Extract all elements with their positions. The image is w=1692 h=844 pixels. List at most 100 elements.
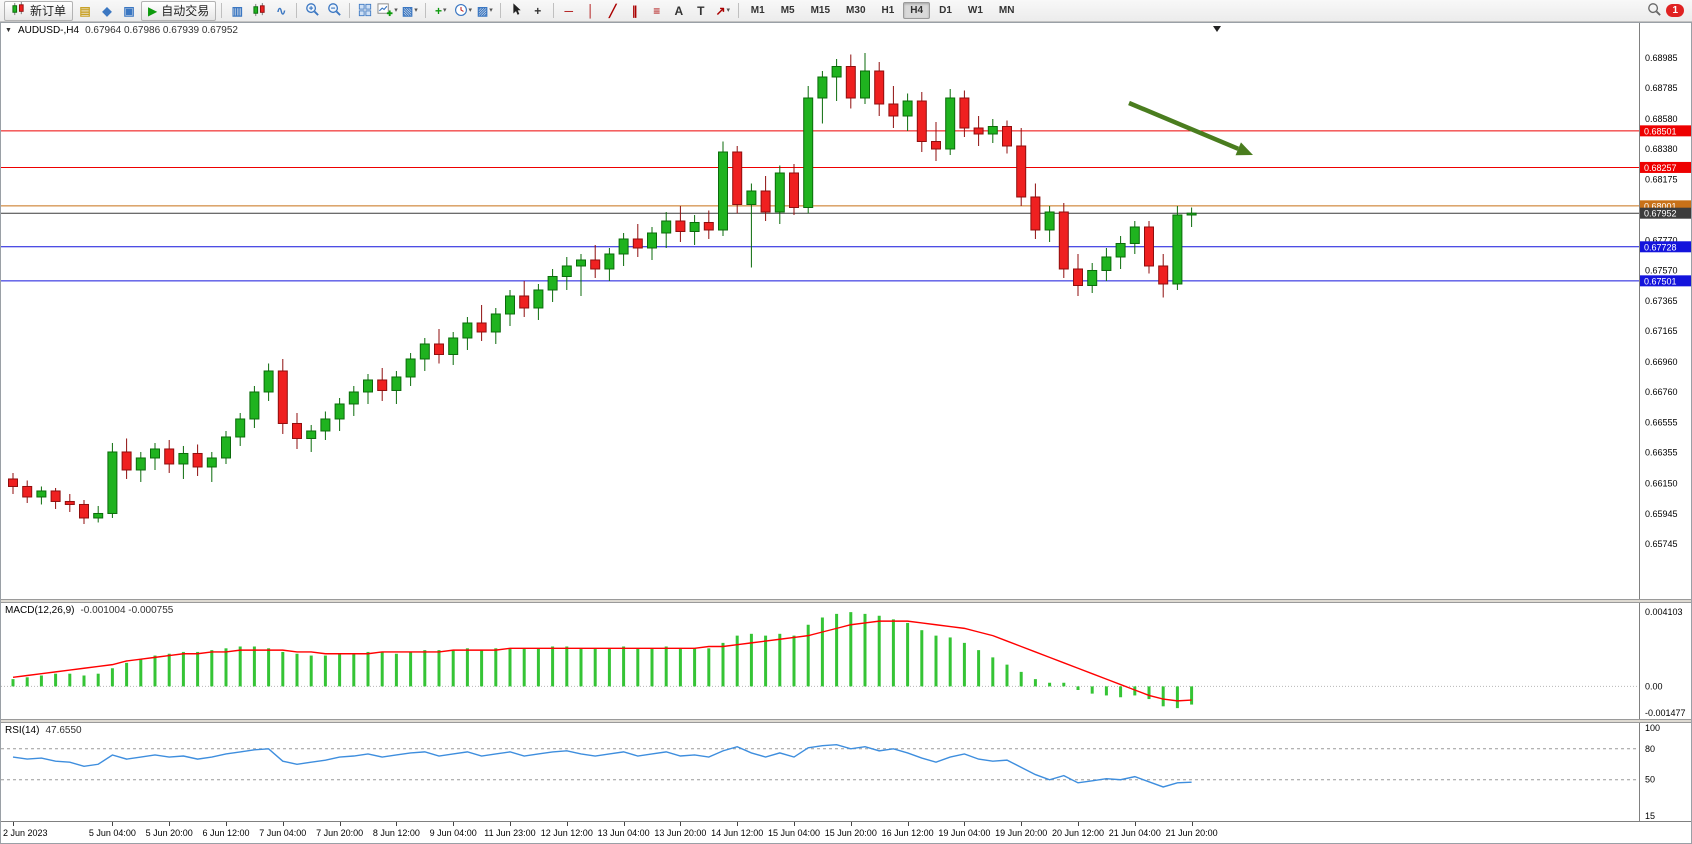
main-chart-canvas[interactable]: 0.68985 0.68785 0.68580 0.68380 0.68175 0.677…: [1, 23, 1691, 599]
dropdown-caret[interactable]: ▾: [414, 7, 418, 14]
rsi-canvas[interactable]: 100 80 50 15: [1, 723, 1691, 821]
price-scale-label: 0.66355: [1645, 448, 1678, 458]
terminal-icon: ▣: [123, 3, 135, 18]
time-axis[interactable]: 2 Jun 2023 5 Jun 04:00 5 Jun 20:00 6 Jun 12…: [1, 821, 1691, 842]
arrows-icon[interactable]: ↗ ▾: [713, 2, 733, 20]
price-badge-label: 0.67952: [1644, 209, 1677, 219]
new-chart-icon[interactable]: ▾: [377, 2, 398, 20]
periods-icon[interactable]: ▾: [453, 2, 473, 20]
navigator-icon[interactable]: ◆: [97, 2, 117, 20]
time-label: 20 Jun 12:00: [1051, 828, 1105, 838]
zoom-in-icon[interactable]: [302, 2, 322, 20]
tile-windows-icon: [358, 3, 372, 19]
price-scale-label: 0.68380: [1645, 144, 1678, 154]
price-scale-label: 0.66960: [1645, 357, 1678, 367]
toolbar-separator: [349, 3, 351, 18]
time-tick: [566, 822, 568, 826]
macd-signal-line: [12, 620, 1192, 702]
time-label: 15 Jun 20:00: [824, 828, 877, 838]
horizontal-line-icon[interactable]: ─: [559, 2, 579, 20]
trendline-icon[interactable]: ╱: [603, 2, 623, 20]
trend-arrow-head[interactable]: [1235, 142, 1253, 156]
price-badge-label: 0.67728: [1644, 242, 1677, 252]
time-tick: [1021, 822, 1023, 826]
timeframe-h4[interactable]: H4: [903, 2, 931, 19]
macd-scale-label: 0.004103: [1645, 607, 1683, 617]
rsi-line: [12, 743, 1192, 788]
time-tick: [1134, 822, 1136, 826]
panel-divider[interactable]: [1, 599, 1691, 603]
panel-divider[interactable]: [1, 719, 1691, 723]
price-badge: [1640, 207, 1691, 219]
trend-arrow-annotation[interactable]: [1128, 100, 1240, 151]
rsi-scale-label: 80: [1645, 744, 1655, 754]
fibonacci-icon[interactable]: ≡: [647, 2, 667, 20]
macd-panel: 0.004103 0.00 -0.001477 MACD(12,26,9) -0.0…: [1, 603, 1691, 719]
channel-icon[interactable]: ∥: [625, 2, 645, 20]
dropdown-caret[interactable]: ▾: [489, 7, 493, 14]
time-tick: [1191, 822, 1193, 826]
chart-shift-marker[interactable]: [1213, 26, 1221, 32]
macd-canvas[interactable]: 0.004103 0.00 -0.001477: [1, 603, 1691, 719]
dropdown-caret[interactable]: ▾: [468, 7, 473, 14]
crosshair-icon[interactable]: +: [528, 2, 548, 20]
time-label: 7 Jun 04:00: [259, 828, 307, 838]
time-tick: [850, 822, 852, 826]
crosshair-icon: +: [534, 3, 542, 18]
vertical-line-icon: │: [587, 3, 595, 18]
timeframe-m1[interactable]: M1: [750, 5, 765, 16]
dropdown-caret[interactable]: ▾: [394, 7, 398, 14]
indicators-icon[interactable]: + ▾: [431, 2, 451, 20]
tile-windows-icon[interactable]: [355, 2, 375, 20]
timeframe-w1[interactable]: W1: [967, 5, 983, 16]
time-label: 2 Jun 2023: [3, 828, 48, 838]
one-click-trading-arrow[interactable]: ▼: [5, 27, 12, 34]
search-icon[interactable]: [1644, 2, 1664, 20]
time-label: 15 Jun 04:00: [767, 828, 821, 838]
price-badge: [1640, 275, 1691, 287]
price-scale-label: 0.66555: [1645, 418, 1678, 428]
timeframe-mn[interactable]: MN: [998, 5, 1015, 16]
autotrading-button[interactable]: ▶ 自动交易: [141, 0, 217, 21]
new-order-icon: [11, 2, 26, 19]
text-icon: A: [674, 3, 684, 18]
price-scale[interactable]: 0.68985 0.68785 0.68580 0.68380 0.68175 0.677…: [1639, 23, 1678, 599]
price-badge-label: 0.68001: [1644, 201, 1677, 211]
candlestick-chart-icon[interactable]: [249, 2, 269, 20]
timeframe-d1[interactable]: D1: [939, 5, 952, 16]
market-watch-icon: ▤: [79, 3, 91, 18]
cursor-icon[interactable]: [506, 2, 526, 20]
price-scale-label: 0.65945: [1645, 509, 1678, 519]
dropdown-caret[interactable]: ▾: [726, 7, 731, 14]
market-watch-icon[interactable]: ▤: [75, 2, 95, 20]
notification-badge[interactable]: 1: [1666, 4, 1684, 17]
dropdown-caret[interactable]: ▾: [443, 7, 447, 14]
templates-icon[interactable]: ▨ ▾: [475, 2, 495, 20]
profiles-icon[interactable]: ▧ ▾: [400, 2, 420, 20]
time-tick: [907, 822, 909, 826]
text-icon[interactable]: A: [669, 2, 689, 20]
timeframe-m30[interactable]: M30: [846, 5, 866, 16]
vertical-line-icon[interactable]: │: [581, 2, 601, 20]
time-label: 5 Jun 04:00: [88, 828, 136, 838]
time-tick: [112, 822, 114, 826]
time-label: 19 Jun 20:00: [995, 828, 1048, 838]
horizontal-line-icon: ─: [564, 3, 574, 18]
time-label: 6 Jun 12:00: [202, 828, 250, 838]
time-label: 19 Jun 04:00: [938, 828, 991, 838]
label-icon[interactable]: T: [691, 2, 711, 20]
line-chart-icon[interactable]: ∿: [271, 2, 291, 20]
bar-chart-icon[interactable]: ▥: [227, 2, 247, 20]
zoom-out-icon[interactable]: [324, 2, 344, 20]
terminal-icon[interactable]: ▣: [119, 2, 139, 20]
timeframe-m15[interactable]: M15: [810, 5, 831, 16]
timeframe-m5[interactable]: M5: [780, 5, 795, 16]
fibonacci-icon: ≡: [653, 3, 661, 18]
time-tick: [680, 822, 682, 826]
time-tick: [453, 822, 455, 826]
candlestick-series: [8, 52, 1197, 524]
main-chart-panel: 0.68985 0.68785 0.68580 0.68380 0.68175 0.677…: [1, 23, 1691, 599]
timeframe-h1[interactable]: H1: [881, 5, 895, 16]
price-scale-label: 0.68785: [1645, 83, 1678, 93]
new-order-button[interactable]: 新订单: [4, 0, 74, 21]
